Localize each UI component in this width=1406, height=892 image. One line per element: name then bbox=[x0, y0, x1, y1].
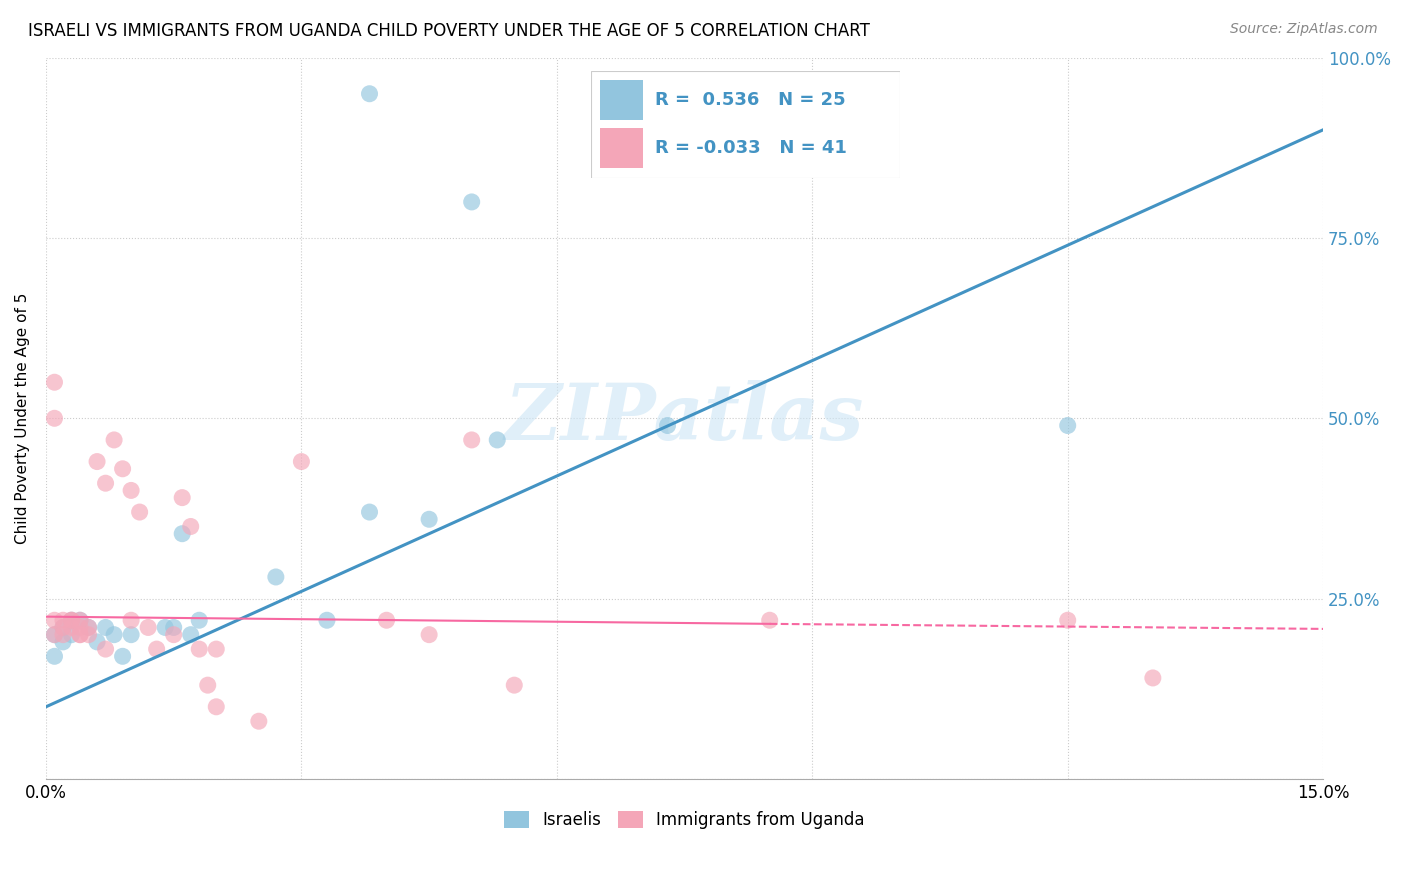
Point bbox=[44, 649, 66, 664]
Point bbox=[94, 620, 117, 634]
Point bbox=[77, 628, 100, 642]
Point bbox=[758, 613, 780, 627]
Point bbox=[180, 628, 202, 642]
Point bbox=[86, 635, 108, 649]
Point bbox=[86, 454, 108, 468]
Point bbox=[188, 613, 211, 627]
Point bbox=[290, 454, 312, 468]
Point bbox=[145, 642, 167, 657]
Point bbox=[44, 613, 66, 627]
Point bbox=[486, 433, 509, 447]
Point bbox=[503, 678, 526, 692]
Point bbox=[94, 642, 117, 657]
Point bbox=[52, 620, 75, 634]
Point bbox=[460, 194, 482, 209]
Text: ZIPatlas: ZIPatlas bbox=[505, 380, 865, 457]
Point bbox=[52, 613, 75, 627]
Point bbox=[418, 512, 440, 526]
Point bbox=[77, 620, 100, 634]
Point bbox=[247, 714, 270, 729]
Point bbox=[44, 628, 66, 642]
Point bbox=[44, 376, 66, 390]
Point bbox=[60, 620, 83, 634]
Text: ISRAELI VS IMMIGRANTS FROM UGANDA CHILD POVERTY UNDER THE AGE OF 5 CORRELATION C: ISRAELI VS IMMIGRANTS FROM UGANDA CHILD … bbox=[28, 22, 870, 40]
Point bbox=[197, 678, 219, 692]
Point bbox=[163, 620, 186, 634]
Point bbox=[60, 613, 83, 627]
Point bbox=[69, 628, 91, 642]
Point bbox=[205, 699, 228, 714]
Text: R = -0.033   N = 41: R = -0.033 N = 41 bbox=[655, 139, 848, 157]
Legend: Israelis, Immigrants from Uganda: Israelis, Immigrants from Uganda bbox=[498, 804, 872, 836]
Point bbox=[52, 635, 75, 649]
Point bbox=[460, 433, 482, 447]
Point bbox=[60, 613, 83, 627]
Point bbox=[1142, 671, 1164, 685]
Point bbox=[120, 483, 142, 498]
Point bbox=[205, 642, 228, 657]
Point bbox=[69, 613, 91, 627]
Point bbox=[375, 613, 398, 627]
Point bbox=[120, 628, 142, 642]
Point bbox=[359, 505, 381, 519]
Point bbox=[111, 649, 134, 664]
Point bbox=[264, 570, 287, 584]
Point bbox=[180, 519, 202, 533]
Point bbox=[60, 628, 83, 642]
Point bbox=[1056, 613, 1078, 627]
Point bbox=[103, 628, 125, 642]
Text: Source: ZipAtlas.com: Source: ZipAtlas.com bbox=[1230, 22, 1378, 37]
Point bbox=[172, 491, 194, 505]
Point bbox=[188, 642, 211, 657]
Y-axis label: Child Poverty Under the Age of 5: Child Poverty Under the Age of 5 bbox=[15, 293, 30, 544]
Point bbox=[1056, 418, 1078, 433]
Point bbox=[52, 628, 75, 642]
Point bbox=[44, 628, 66, 642]
Text: R =  0.536   N = 25: R = 0.536 N = 25 bbox=[655, 91, 846, 109]
Point bbox=[136, 620, 159, 634]
Point bbox=[52, 620, 75, 634]
Point bbox=[77, 620, 100, 634]
Bar bbox=[600, 80, 643, 120]
Point bbox=[418, 628, 440, 642]
Point bbox=[44, 411, 66, 425]
Point bbox=[69, 613, 91, 627]
Point bbox=[153, 620, 176, 634]
Point bbox=[69, 620, 91, 634]
Point bbox=[69, 628, 91, 642]
Point bbox=[316, 613, 339, 627]
Point bbox=[94, 476, 117, 491]
Bar bbox=[600, 128, 643, 168]
Point bbox=[111, 462, 134, 476]
Point bbox=[120, 613, 142, 627]
Point bbox=[657, 418, 679, 433]
Point bbox=[60, 613, 83, 627]
Point bbox=[103, 433, 125, 447]
Point bbox=[359, 87, 381, 101]
FancyBboxPatch shape bbox=[591, 71, 900, 178]
Point bbox=[172, 526, 194, 541]
Point bbox=[163, 628, 186, 642]
Point bbox=[128, 505, 150, 519]
